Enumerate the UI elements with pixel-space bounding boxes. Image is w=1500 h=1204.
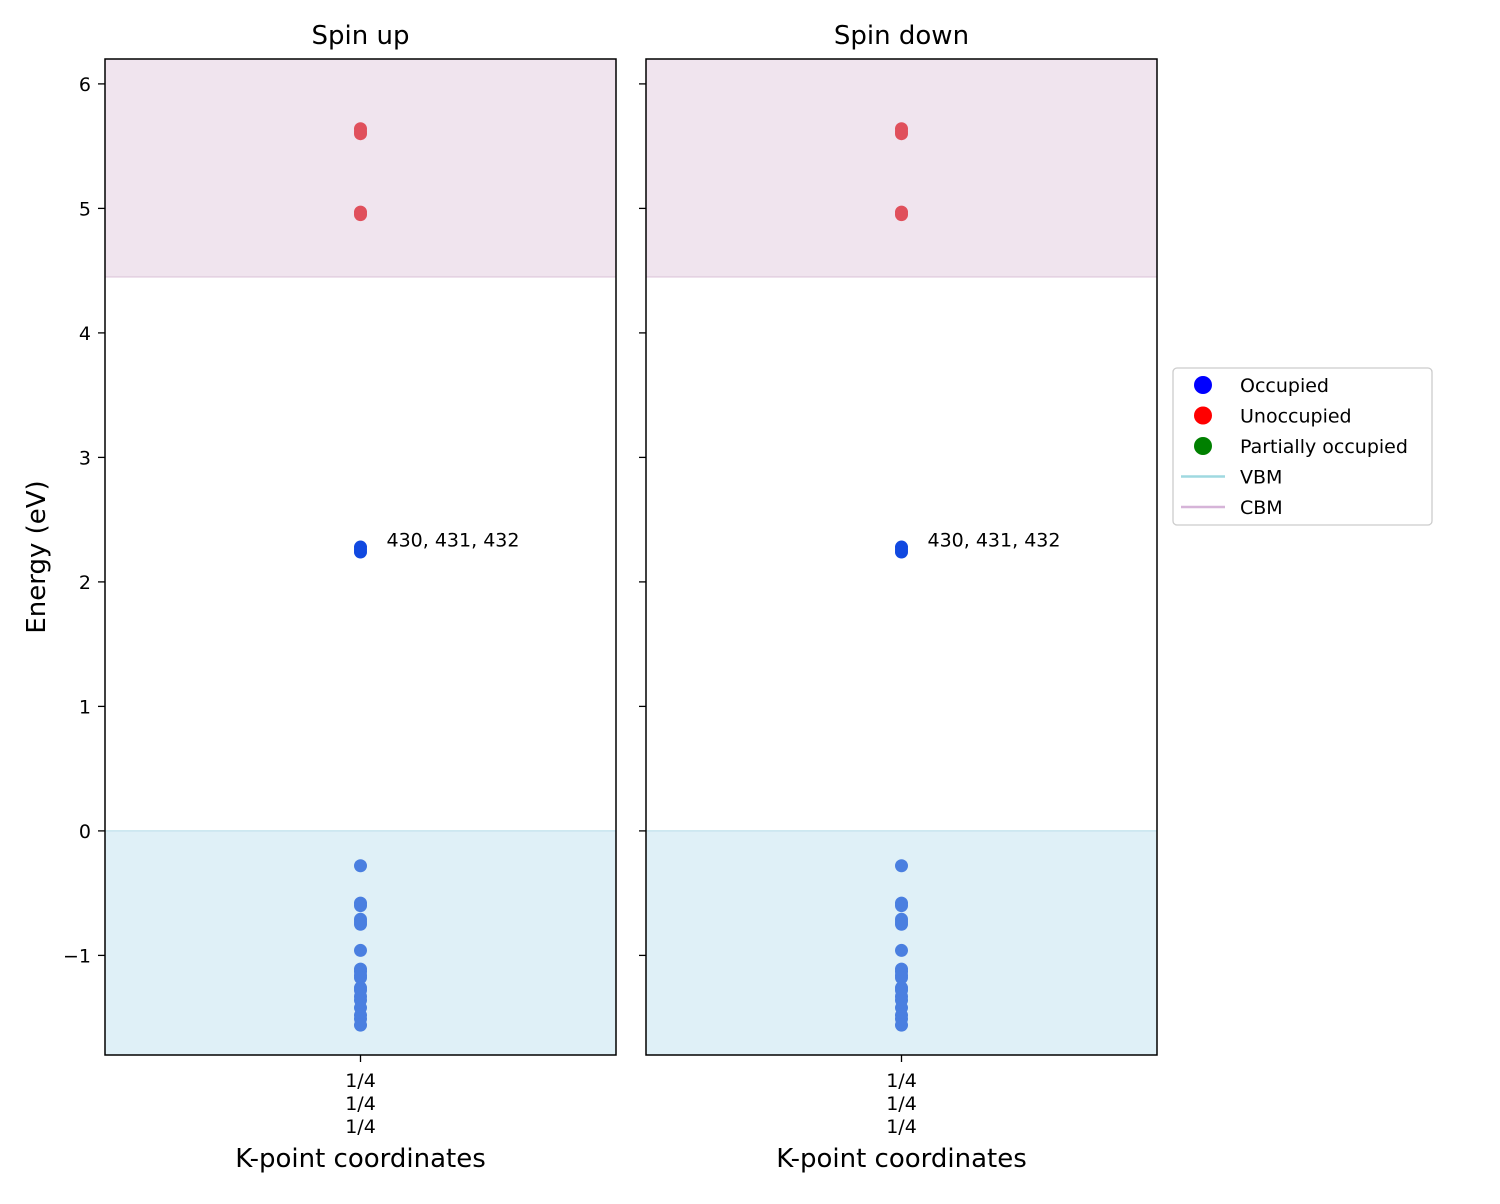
x-axis-label: K-point coordinates [235, 1144, 486, 1174]
legend-label: CBM [1240, 497, 1283, 519]
band-index-annotation: 430, 431, 432 [928, 530, 1061, 552]
x-tick-label: 1/4 [886, 1116, 917, 1138]
legend-marker [1194, 437, 1212, 455]
y-tick-label: 3 [79, 447, 91, 469]
y-axis-label: Energy (eV) [22, 480, 52, 633]
y-tick-label: 0 [79, 821, 91, 843]
unoccupied-point [895, 205, 908, 219]
legend-label: Unoccupied [1240, 406, 1352, 428]
x-axis-label: K-point coordinates [776, 1144, 1027, 1174]
x-tick-label: 1/4 [345, 1093, 376, 1115]
occupied-point [354, 1018, 367, 1032]
occupied-point [354, 971, 367, 985]
occupied-point [354, 859, 367, 873]
y-tick-label: 1 [79, 696, 91, 718]
cbm-region [105, 59, 616, 277]
band-index-annotation: 430, 431, 432 [387, 530, 520, 552]
unoccupied-point [895, 122, 908, 136]
occupied-point [895, 899, 908, 913]
occupied-point [895, 917, 908, 931]
y-tick-label: −1 [63, 945, 91, 967]
legend-label: Partially occupied [1240, 436, 1408, 458]
y-tick-label: 5 [79, 198, 91, 220]
x-tick-label: 1/4 [886, 1070, 917, 1092]
y-tick-label: 6 [79, 74, 91, 96]
legend-marker [1194, 406, 1212, 425]
x-tick-label: 1/4 [345, 1116, 376, 1138]
legend-marker [1194, 376, 1212, 394]
unoccupied-point [354, 205, 367, 219]
panel-title: Spin up [312, 21, 410, 51]
legend-label: Occupied [1240, 375, 1329, 397]
legend-box [1172, 367, 1433, 526]
defect-occupied-point [354, 540, 367, 554]
y-tick-label: 2 [79, 572, 91, 594]
occupied-point [354, 943, 367, 957]
legend: Occupied Unoccupied Partially occupied VBM C… [1172, 367, 1433, 526]
legend-label: VBM [1240, 467, 1282, 489]
occupied-point [354, 899, 367, 913]
occupied-point [354, 917, 367, 931]
occupied-point [895, 1018, 908, 1032]
unoccupied-point [354, 122, 367, 136]
occupied-point [895, 943, 908, 957]
x-tick-label: 1/4 [345, 1070, 376, 1092]
panel-title: Spin down [834, 21, 969, 51]
x-tick-label: 1/4 [886, 1093, 917, 1115]
occupied-point [895, 971, 908, 985]
defect-occupied-point [895, 540, 908, 554]
y-tick-label: 4 [79, 323, 91, 345]
occupied-point [895, 859, 908, 873]
cbm-region [646, 59, 1157, 277]
